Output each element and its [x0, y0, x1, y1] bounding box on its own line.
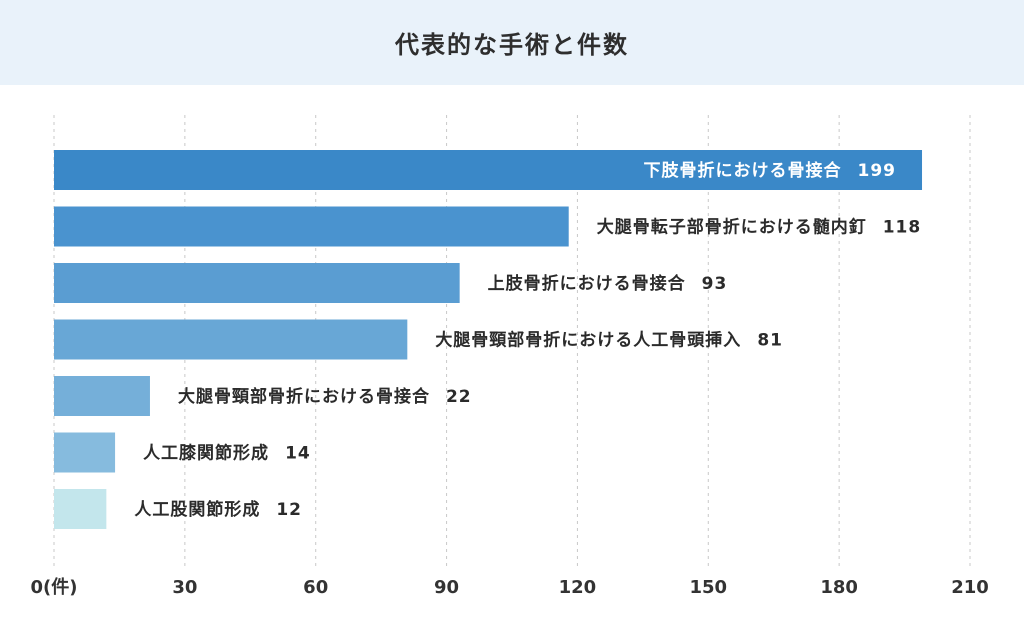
bar	[54, 489, 107, 529]
chart-title: 代表的な手術と件数	[395, 31, 629, 59]
bar	[54, 206, 569, 247]
bar	[54, 319, 408, 360]
bar-value-label: 118	[883, 218, 922, 238]
bar-value-label: 93	[702, 274, 728, 294]
x-tick-label: 180	[820, 577, 858, 598]
bar-value-label: 14	[285, 444, 311, 464]
bar-category-label: 下肢骨折における骨接合	[644, 160, 842, 181]
x-tick-label: 0(件)	[31, 576, 78, 598]
bar	[54, 263, 460, 303]
chart-title-bar: 代表的な手術と件数	[0, 0, 1024, 85]
x-tick-label: 120	[559, 577, 597, 598]
bar-label: 大腿骨頸部骨折における人工骨頭挿入 81	[435, 330, 783, 351]
bar-category-label: 大腿骨頸部骨折における人工骨頭挿入	[435, 330, 741, 351]
bar	[54, 150, 923, 190]
x-tick-label: 30	[172, 577, 197, 598]
bar-label: 下肢骨折における骨接合 199	[644, 160, 897, 181]
bar-category-label: 人工股関節形成	[134, 499, 260, 520]
bar-label: 大腿骨転子部骨折における髄内釘 118	[597, 217, 922, 238]
bar-category-label: 大腿骨転子部骨折における髄内釘	[597, 217, 867, 238]
bar	[54, 376, 150, 416]
x-tick-label: 150	[689, 577, 727, 598]
bar-value-label: 81	[757, 331, 783, 351]
bar-label: 人工膝関節形成 14	[143, 443, 311, 464]
x-tick-label: 90	[434, 577, 459, 598]
bar-chart: 0(件) 30 60 90 120 150 180 210 下肢骨折における骨接合 199 大腿骨転…	[31, 115, 989, 598]
bar-label: 人工股関節形成 12	[134, 499, 302, 520]
bar-value-label: 22	[446, 387, 472, 407]
bar-value-label: 12	[276, 500, 302, 520]
bar-category-label: 上肢骨折における骨接合	[488, 273, 686, 294]
bar-label: 大腿骨頸部骨折における骨接合 22	[178, 386, 472, 407]
bar-value-label: 199	[858, 161, 897, 181]
bar	[54, 432, 116, 473]
x-tick-label: 210	[951, 577, 989, 598]
bar-category-label: 大腿骨頸部骨折における骨接合	[178, 386, 430, 407]
bar-category-label: 人工膝関節形成	[143, 443, 269, 464]
x-tick-label: 60	[303, 577, 328, 598]
bar-label: 上肢骨折における骨接合 93	[488, 273, 728, 294]
